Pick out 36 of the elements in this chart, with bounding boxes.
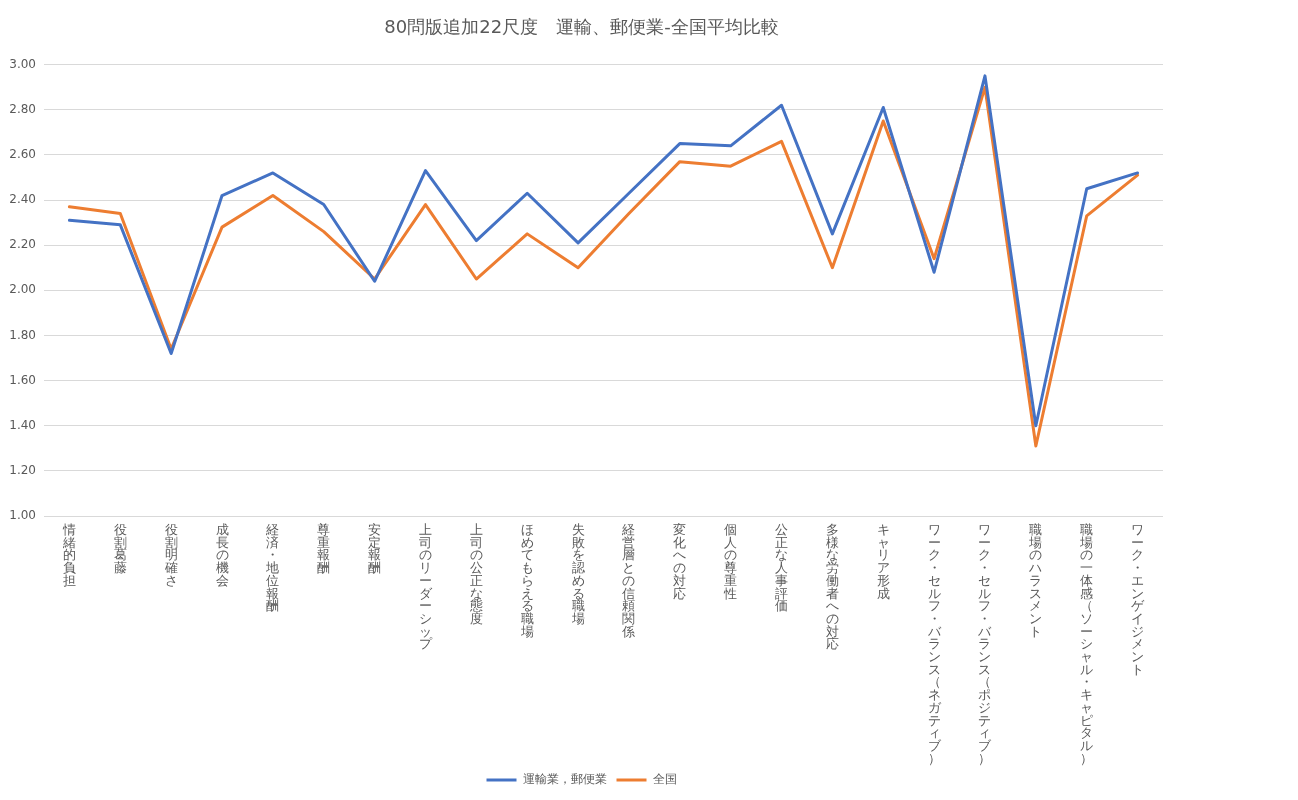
x-tick-label: 失敗を認める職場	[570, 522, 586, 626]
category-label: 職場のハラスメント	[1029, 522, 1043, 639]
category-label: 上司のリーダーシップ	[418, 522, 432, 652]
category-label: 経営層との信頼関係	[622, 522, 636, 639]
y-tick-label: 2.80	[9, 101, 36, 116]
y-tick-label: 2.40	[9, 192, 36, 207]
x-tick-label: 尊重報酬	[316, 522, 332, 576]
category-label: ほめてもらえる職場	[520, 522, 534, 639]
legend-label: 全国	[652, 772, 677, 787]
y-tick-label: 1.20	[9, 462, 36, 477]
x-tick-label: 公正な人事評価	[774, 522, 789, 614]
category-label: 多様な労働者への対応	[825, 522, 839, 652]
x-tick-label: 変化への対応	[672, 522, 688, 601]
y-tick-label: 1.00	[9, 508, 36, 523]
x-tick-label: 安定報酬	[367, 522, 383, 576]
x-tick-label: 情緒的負担	[61, 522, 77, 588]
x-tick-label: 役割葛藤	[112, 522, 128, 576]
category-label: ワーク・エンゲイジメント	[1131, 522, 1145, 677]
x-tick-label: 成長の機会	[214, 522, 230, 588]
y-tick-label: 2.20	[9, 237, 36, 252]
x-tick-label: キャリア形成	[875, 522, 891, 601]
category-label: ワーク・セルフ・バランス（ネガティブ）	[927, 522, 941, 766]
x-tick-label: 役割明確さ	[163, 522, 179, 588]
y-tick-label: 1.60	[9, 372, 36, 387]
y-tick-label: 2.60	[9, 147, 36, 162]
x-tick-label: 経済・地位報酬	[265, 522, 281, 614]
x-tick-label: 上司の公正な態度	[468, 522, 484, 626]
category-label: ワーク・セルフ・バランス（ポジティブ）	[978, 522, 992, 766]
y-tick-label: 1.40	[9, 417, 36, 432]
y-tick-label: 2.00	[9, 282, 36, 297]
y-tick-label: 3.00	[9, 56, 36, 71]
category-label: 職場の一体感（ソーシャル・キャピタル）	[1080, 522, 1094, 766]
chart-title: 80問版追加22尺度 運輸、郵便業-全国平均比較	[384, 16, 779, 38]
legend-label: 運輸業，郵便業	[522, 772, 607, 787]
y-tick-label: 1.80	[9, 327, 36, 342]
x-tick-label: 個人の尊重性	[723, 522, 739, 601]
